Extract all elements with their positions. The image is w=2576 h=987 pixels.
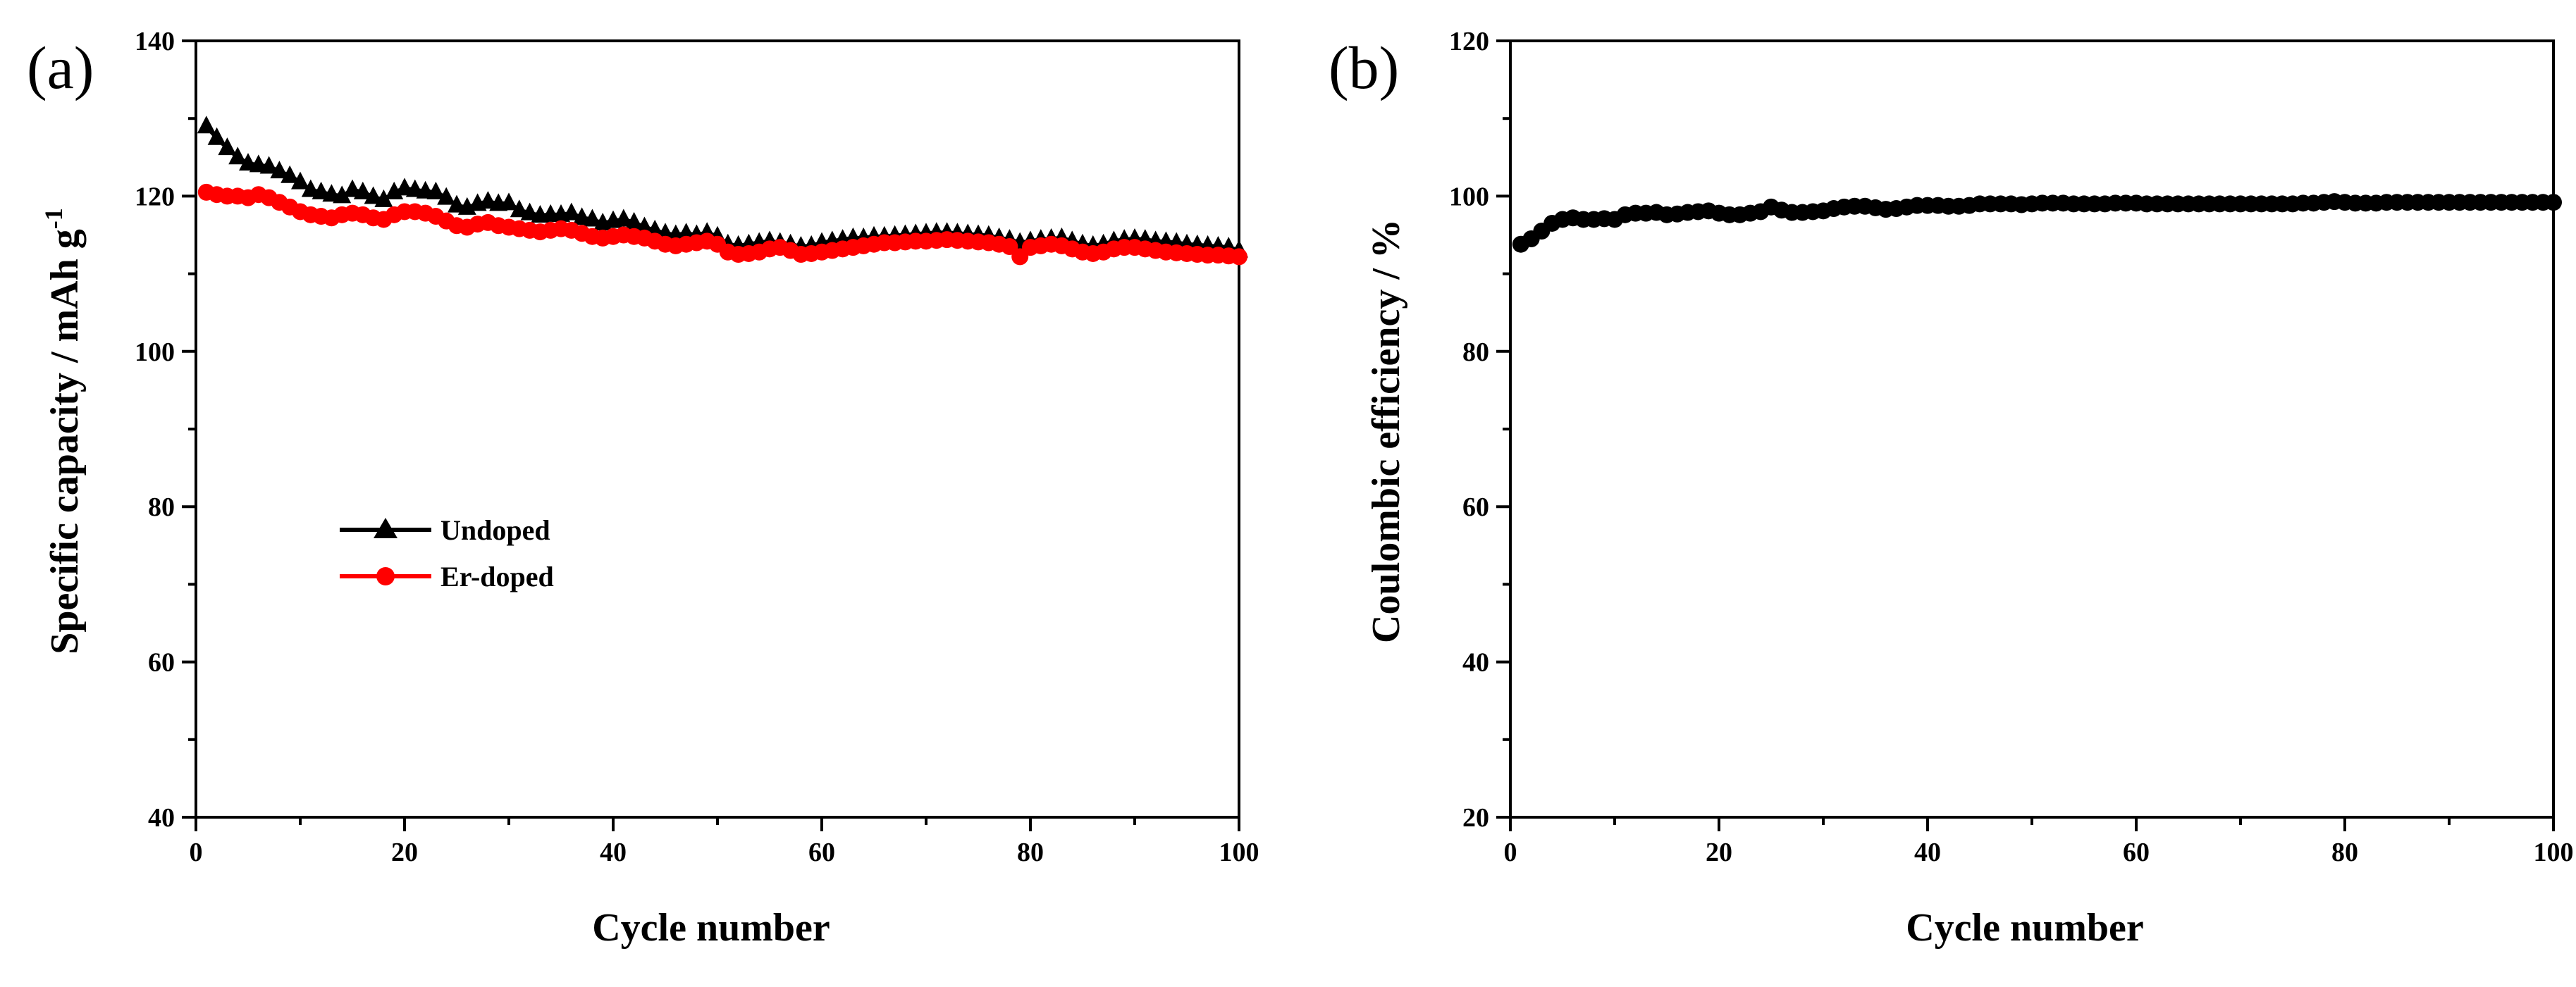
series-undoped-point xyxy=(374,189,393,207)
panel-a-x-tick-label: 40 xyxy=(600,838,627,867)
panel-b-x-tick-label: 40 xyxy=(1914,838,1941,867)
series-undoped-point xyxy=(218,137,237,156)
series-undoped-point xyxy=(583,209,602,227)
series-undoped-point xyxy=(301,179,320,197)
panel-a-x-tick-label: 60 xyxy=(808,838,835,867)
panel-a-y-tick-label: 60 xyxy=(148,648,175,678)
legend-undoped-label: Undoped xyxy=(440,514,550,546)
panel-a-y-axis-title-main: Specific capacity / mAh g xyxy=(43,229,87,654)
panel-a-frame xyxy=(195,39,1240,819)
panel-b-x-axis-title: Cycle number xyxy=(1906,906,2144,950)
series-undoped-point xyxy=(364,186,383,204)
panel-a-x-tick-label: 20 xyxy=(391,838,418,867)
panel-a-y-tick-label: 120 xyxy=(135,182,175,211)
panel-b-x-tick-label: 0 xyxy=(1504,838,1517,867)
panel-b-x-tick-label: 80 xyxy=(2331,838,2358,867)
panel-a-y-tick-label: 140 xyxy=(135,27,175,56)
series-undoped-point xyxy=(624,211,643,230)
panel-b-ticks: 0 20 40 60 80 100 20 40 60 80 100 120 xyxy=(1449,27,2574,867)
series-coulombic-efficiency-point xyxy=(2545,194,2562,211)
panel-a-y-tick-label: 40 xyxy=(148,803,175,833)
series-er-doped-point xyxy=(1231,248,1247,266)
panel-a-y-tick-label: 100 xyxy=(135,337,175,367)
panel-b-x-tick-label: 20 xyxy=(1706,838,1732,867)
panel-b-y-axis-title: Coulombic efficiency / % xyxy=(1364,219,1408,643)
panel-a-x-tick-label: 100 xyxy=(1219,838,1259,867)
series-undoped-point xyxy=(426,181,445,199)
series-undoped-point xyxy=(270,161,289,179)
series-undoped-point xyxy=(562,202,581,221)
panel-b-x-tick-label: 60 xyxy=(2123,838,2150,867)
panel-a-label: (a) xyxy=(27,34,94,101)
panel-a-x-tick-label: 0 xyxy=(190,838,203,867)
series-undoped-point xyxy=(635,216,654,235)
series-undoped-point xyxy=(510,199,529,218)
series-undoped-point xyxy=(520,202,539,221)
panel-b-y-tick-label: 120 xyxy=(1449,27,1489,56)
legend-er-doped-label: Er-doped xyxy=(440,561,554,592)
panel-b-y-tick-label: 100 xyxy=(1449,182,1489,211)
panel-a-legend: Undoped Er-doped xyxy=(340,514,554,592)
legend-er-doped-marker xyxy=(376,567,395,585)
series-undoped-point xyxy=(312,181,331,199)
series-undoped-point xyxy=(353,181,372,199)
series-undoped-point xyxy=(479,191,498,209)
legend-undoped-marker xyxy=(374,518,398,538)
panel-a-x-axis-title: Cycle number xyxy=(592,906,830,950)
panel-b-y-tick-label: 40 xyxy=(1462,648,1489,678)
series-undoped-point xyxy=(291,171,309,190)
series-undoped-point xyxy=(614,209,633,227)
panel-b-y-tick-label: 20 xyxy=(1462,803,1489,833)
series-undoped-point xyxy=(281,165,300,183)
panel-a-plot-area xyxy=(197,116,1248,266)
series-er-doped-point xyxy=(1001,238,1018,256)
panel-a-y-tick-label: 80 xyxy=(148,492,175,522)
panel-b-y-tick-label: 60 xyxy=(1462,492,1489,522)
panel-a-ticks: 0 20 40 60 80 100 40 60 80 100 120 140 xyxy=(135,27,1259,867)
panel-a-x-tick-label: 80 xyxy=(1017,838,1044,867)
series-undoped-point xyxy=(500,192,518,211)
series-undoped-point xyxy=(437,187,456,205)
panel-a-y-axis-title-sup: -1 xyxy=(39,208,68,229)
series-undoped-point xyxy=(343,179,362,197)
series-undoped-point xyxy=(207,127,226,145)
panel-a-y-axis-title: Specific capacity / mAh g-1 xyxy=(39,208,87,654)
panel-b-chart: (b) 0 20 40 60 80 100 20 40 60 80 100 120 Cycle num… xyxy=(1329,27,2574,950)
series-undoped-point xyxy=(448,194,466,213)
series-undoped-point xyxy=(228,147,247,165)
panel-b-plot-area xyxy=(1512,193,2562,253)
series-undoped-point xyxy=(333,185,352,204)
panel-b-label: (b) xyxy=(1329,34,1399,101)
panel-a-chart: (a) 0 20 40 60 80 100 40 60 80 100 120 140 Cycle nu… xyxy=(27,27,1259,950)
panel-b-frame xyxy=(1509,39,2555,819)
series-undoped-point xyxy=(197,116,216,134)
panel-b-y-tick-label: 80 xyxy=(1462,337,1489,367)
series-undoped-point xyxy=(259,156,278,174)
panel-b-x-tick-label: 100 xyxy=(2534,838,2574,867)
